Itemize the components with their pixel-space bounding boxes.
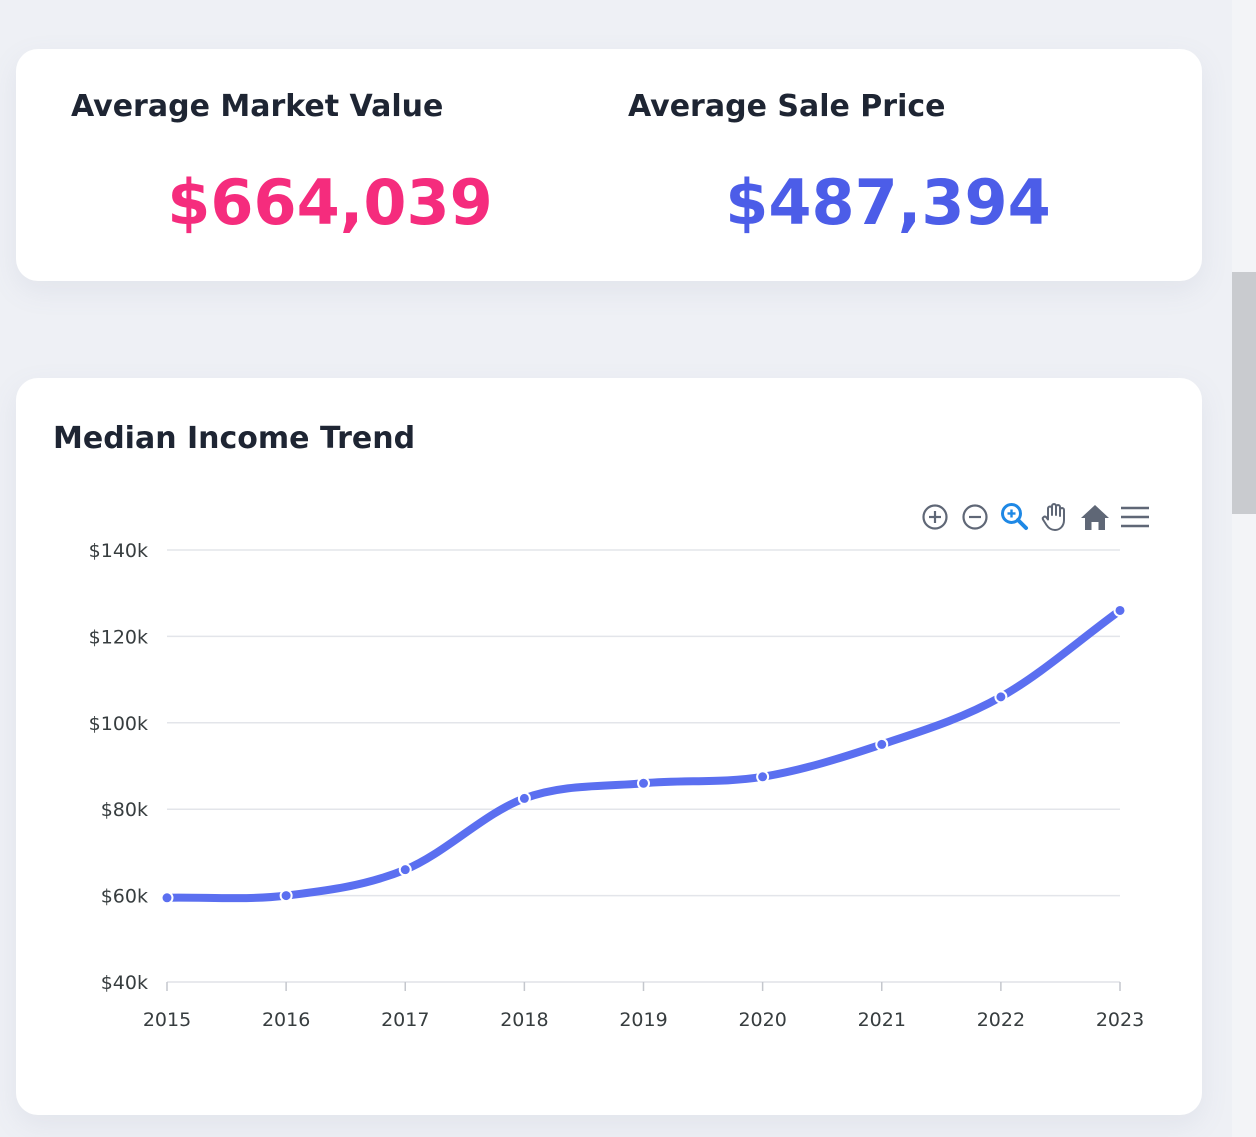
stats-card — [16, 49, 1202, 281]
chart-toolbar — [918, 500, 1152, 534]
market-value-label: Average Market Value — [71, 89, 444, 124]
zoom-in-icon[interactable] — [918, 500, 952, 534]
sale-price-amount: $487,394 — [725, 166, 1051, 239]
menu-icon[interactable] — [1118, 500, 1152, 534]
reset-home-icon[interactable] — [1078, 500, 1112, 534]
sale-price-label: Average Sale Price — [628, 89, 946, 124]
chart-title: Median Income Trend — [53, 421, 416, 456]
zoom-out-icon[interactable] — [958, 500, 992, 534]
selection-zoom-icon[interactable] — [998, 500, 1032, 534]
scrollbar-track[interactable] — [1232, 0, 1256, 1137]
scrollbar-thumb[interactable] — [1232, 272, 1256, 514]
pan-hand-icon[interactable] — [1038, 500, 1072, 534]
chart-card — [16, 378, 1202, 1115]
market-value-amount: $664,039 — [167, 166, 493, 239]
